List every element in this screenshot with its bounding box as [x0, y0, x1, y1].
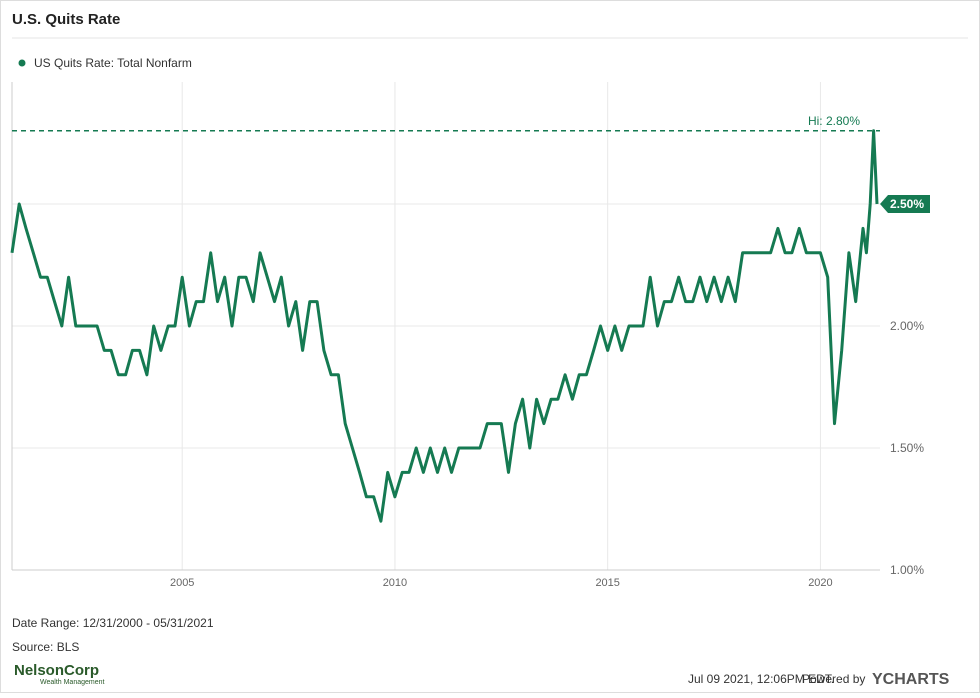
y-tick-label: 1.50% [890, 441, 924, 455]
last-badge [880, 195, 930, 213]
line [10, 129, 879, 523]
brand: YCHARTS [872, 671, 950, 688]
legend-label: US Quits Rate: Total Nonfarm [34, 56, 192, 70]
logo-tagline: Wealth Management [40, 679, 105, 686]
y-tick-label: 2.00% [890, 319, 924, 333]
timestamp: Jul 09 2021, 12:06PM EDT. [688, 672, 834, 686]
high-label: Hi: 2.80% [808, 114, 860, 128]
x-tick-label: 2010 [383, 577, 407, 589]
y-tick-label: 1.00% [890, 563, 924, 577]
powered-by: Powered by [802, 672, 865, 686]
last-label: 2.50% [890, 197, 924, 211]
source: Source: BLS [12, 640, 79, 654]
logo-name: NelsonCorp [14, 662, 99, 679]
date-range: Date Range: 12/31/2000 - 05/31/2021 [12, 616, 214, 630]
x-tick-label: 2005 [170, 577, 194, 589]
x-tick-label: 2015 [595, 577, 619, 589]
x-tick-label: 2020 [808, 577, 832, 589]
legend-dot [18, 59, 26, 67]
chart-title: U.S. Quits Rate [12, 11, 120, 28]
